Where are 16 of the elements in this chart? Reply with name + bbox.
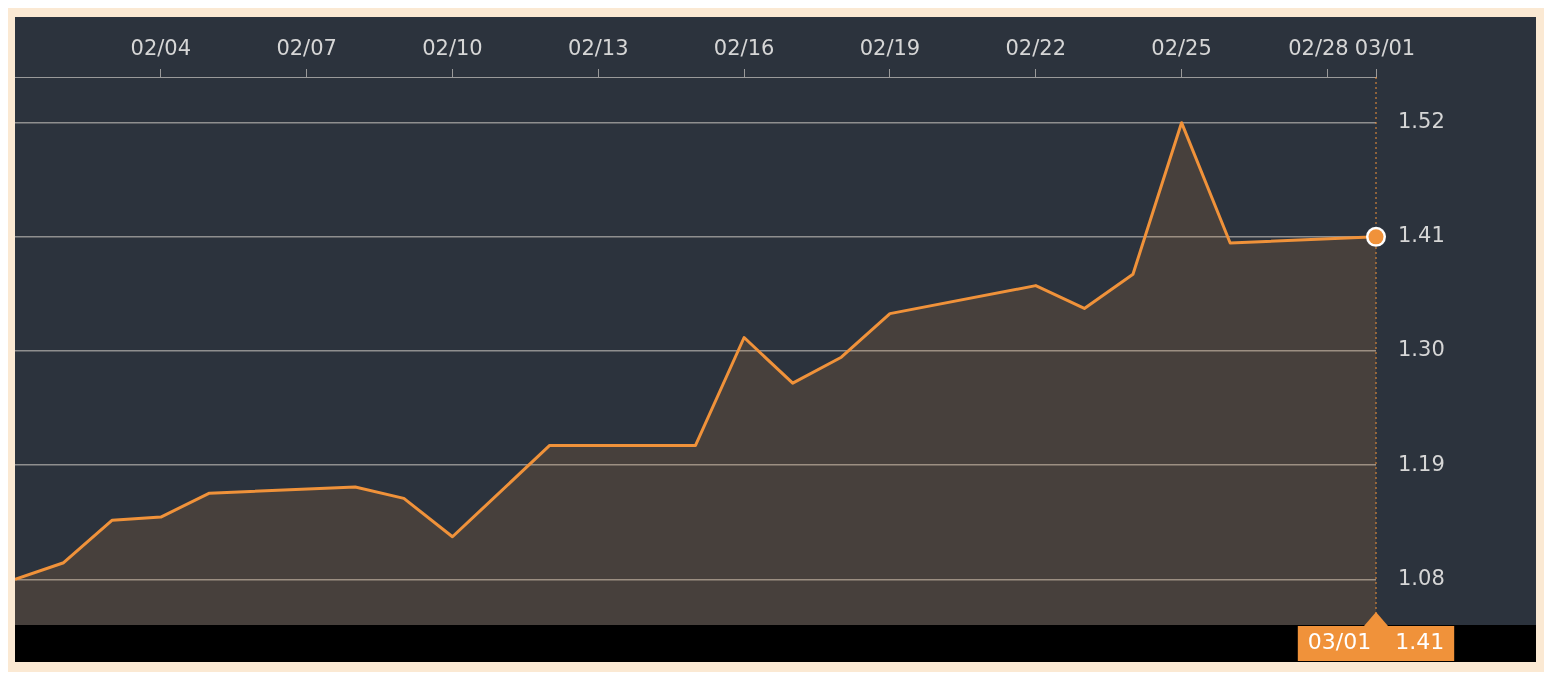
x-tick-label: 02/13 xyxy=(568,36,629,61)
y-tick-label: 1.19 xyxy=(1398,451,1445,476)
x-tick-label: 02/10 xyxy=(422,36,483,61)
x-tick-label: 02/22 xyxy=(1005,36,1067,61)
y-tick-label: 1.41 xyxy=(1398,223,1445,248)
y-tick-label: 1.30 xyxy=(1398,337,1445,362)
x-tick-label: 02/04 xyxy=(130,36,192,61)
y-tick-label: 1.08 xyxy=(1398,565,1445,590)
y-tick-label: 1.52 xyxy=(1398,109,1445,134)
x-tick-label: 03/01 xyxy=(1354,36,1416,61)
x-tick-label: 02/28 xyxy=(1288,36,1349,61)
text: 03/01 xyxy=(1307,629,1372,655)
x-tick-label: 02/07 xyxy=(276,36,337,61)
x-tick-label: 02/25 xyxy=(1151,36,1212,61)
x-tick-label: 02/16 xyxy=(713,36,775,61)
x-tick-label: 02/19 xyxy=(859,36,921,61)
